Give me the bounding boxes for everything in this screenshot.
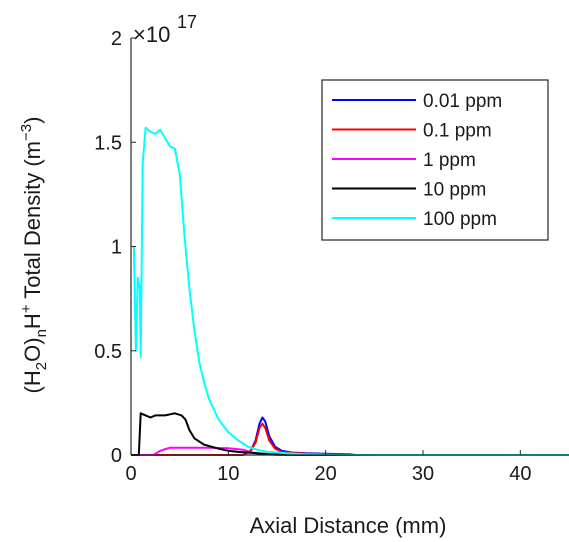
ticks: 0 10 20 30 40 0 0.5 1 1.5 2 [94,28,531,485]
legend-label: 1 ppm [423,150,476,171]
y-label-sub2: n [33,329,50,337]
x-axis-label: Axial Distance (mm) [250,513,447,538]
y-tick-label: 1.5 [94,132,122,154]
y-tick-label: 0 [111,445,122,467]
y-tick-label: 1 [111,237,122,259]
y-tick-label: 0.5 [94,341,122,363]
y-label-part1: (H [20,370,45,393]
legend-label: 0.01 ppm [423,91,502,112]
svg-text:(H2O)nH+ Total Density (m−3): (H2O)nH+ Total Density (m−3) [18,117,50,394]
y-exponent-power: 17 [177,12,197,32]
y-label-sup1: + [18,304,35,313]
series-line-3 [131,412,569,456]
x-tick-label: 20 [315,463,337,485]
legend: 0.01 ppm 0.1 ppm 1 ppm 10 ppm 100 ppm [321,79,549,241]
legend-label: 100 ppm [423,209,497,230]
x-tick-label: 0 [125,463,136,485]
y-label-sup2: −3 [18,124,35,141]
series-group [131,126,569,456]
y-tick-label: 2 [111,28,122,50]
x-tick-label: 10 [217,463,239,485]
x-tick-label: 30 [412,463,434,485]
y-label-part3: H [20,313,45,329]
y-label-part2: O) [20,337,45,361]
y-exponent-label: ×10 17 [133,12,197,47]
legend-label: 10 ppm [423,180,486,201]
legend-label: 0.1 ppm [423,121,492,142]
y-label-part4: Total Density (m [20,141,45,304]
y-label-sub1: 2 [33,362,50,370]
series-line-4 [132,126,569,456]
y-exponent-base: ×10 [133,22,170,47]
x-tick-label: 40 [509,463,531,485]
y-label-part5: ) [20,117,45,124]
y-axis-label: (H2O)nH+ Total Density (m−3) [18,117,50,394]
